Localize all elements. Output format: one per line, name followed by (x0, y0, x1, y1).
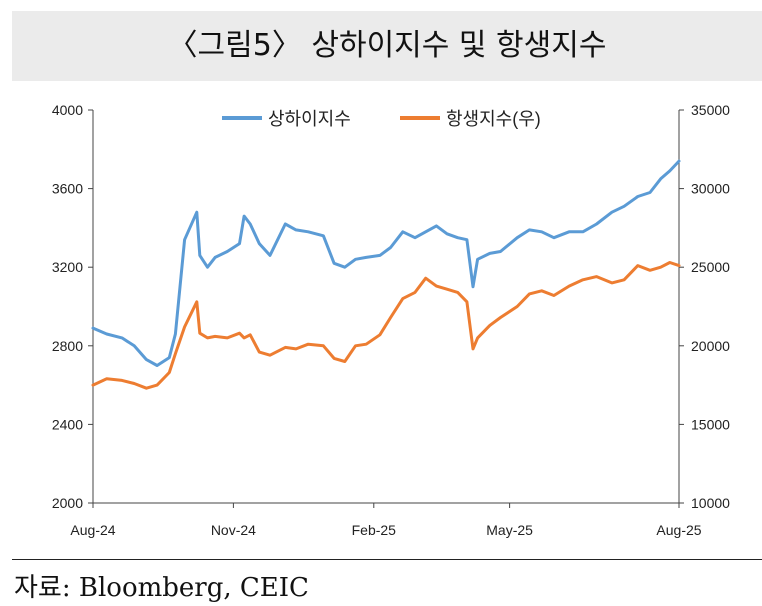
title-band: 〈그림5〉 상하이지수 및 항생지수 (12, 11, 762, 81)
source-note: 자료: Bloomberg, CEIC (14, 573, 309, 603)
left-tick-label: 3200 (52, 259, 83, 275)
right-tick-label: 30000 (691, 181, 730, 197)
right-tick-label: 15000 (691, 416, 730, 432)
left-tick-label: 3600 (52, 181, 83, 197)
source-divider (12, 559, 762, 560)
series-line-2 (91, 261, 681, 390)
right-tick-label: 10000 (691, 495, 730, 511)
line-chart: 4000 3600 3200 2800 2400 2000 35000 30000 25000 2… (52, 102, 730, 538)
series-line-1 (91, 159, 681, 367)
right-tick-label: 20000 (691, 338, 730, 354)
left-tick-label: 2400 (52, 416, 83, 432)
chart-title: 〈그림5〉 상하이지수 및 항생지수 (167, 28, 607, 63)
chart-area: 4000 3600 3200 2800 2400 2000 35000 30000 25000 2… (0, 90, 762, 554)
x-tick-label: Nov-24 (211, 522, 256, 538)
x-tick-label: Aug-25 (656, 522, 701, 538)
x-tick-label: Aug-24 (70, 522, 115, 538)
right-tick-label: 25000 (691, 259, 730, 275)
left-tick-label: 2000 (52, 495, 83, 511)
x-tick-label: May-25 (486, 522, 533, 538)
legend-label: 항생지수(우) (446, 109, 541, 129)
x-tick-label: Feb-25 (352, 522, 397, 538)
left-tick-label: 2800 (52, 338, 83, 354)
left-tick-label: 4000 (52, 102, 83, 118)
legend-label: 상하이지수 (268, 109, 351, 129)
right-tick-label: 35000 (691, 102, 730, 118)
